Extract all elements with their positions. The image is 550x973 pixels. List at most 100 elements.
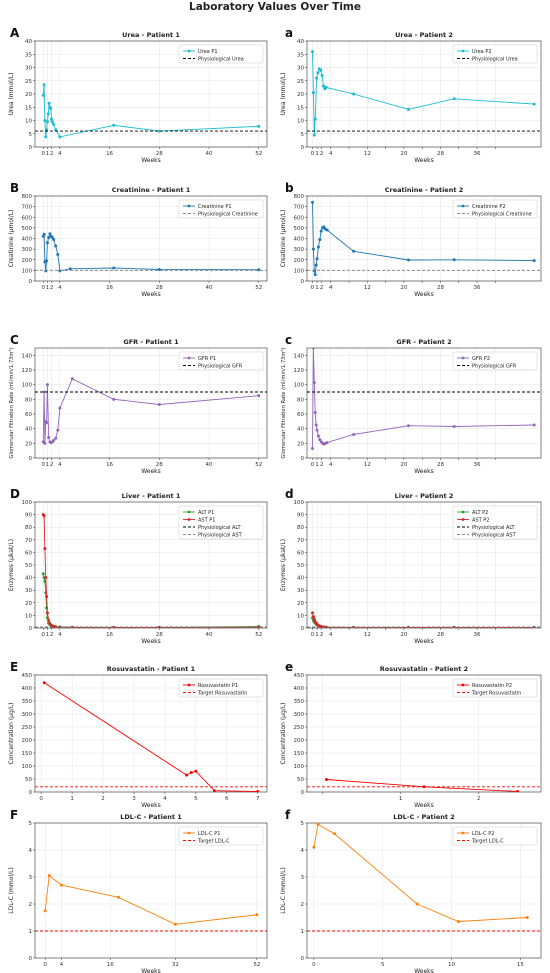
- series-line: [326, 779, 518, 792]
- data-point: [314, 423, 318, 427]
- axis-label-y: Urea (mmol/L): [8, 72, 15, 115]
- axis-label-y: Concentration (µg/L): [280, 702, 287, 764]
- tick-label-y: 300: [22, 247, 33, 253]
- tick-label-y: 2: [29, 902, 33, 908]
- legend-label: GFR P2: [472, 356, 490, 362]
- tick-label-x: 16: [107, 962, 114, 968]
- tick-label-x: 1: [70, 796, 74, 802]
- tick-label-x: 52: [255, 285, 262, 291]
- tick-label-x: 4: [329, 632, 333, 638]
- series-layer: [307, 348, 541, 450]
- data-point: [516, 789, 520, 792]
- tick-label-x: 12: [364, 285, 371, 291]
- data-point: [314, 263, 318, 267]
- data-point: [333, 832, 337, 836]
- data-point: [311, 247, 315, 251]
- legend-box: [452, 44, 538, 64]
- data-point: [212, 789, 216, 792]
- data-point: [352, 433, 356, 437]
- tick-label-y: 60: [297, 550, 304, 556]
- tick-label-x: 12: [364, 632, 371, 638]
- legend-box: [178, 678, 264, 698]
- axis-label-x: Weeks: [414, 468, 434, 475]
- tick-label-y: 250: [294, 725, 305, 731]
- tick-label-y: 50: [25, 777, 32, 783]
- tick-label-y: 80: [25, 397, 32, 403]
- data-point: [43, 547, 47, 551]
- tick-label-x: 1: [46, 462, 50, 468]
- legend-box: [178, 505, 264, 540]
- tick-label-y: 20: [297, 601, 304, 607]
- legend-label: Target LDL-C: [197, 838, 230, 844]
- tick-label-y: 120: [294, 368, 305, 374]
- data-point: [319, 68, 323, 72]
- tick-label-y: 20: [297, 441, 304, 447]
- tick-label-x: 4: [58, 632, 62, 638]
- panel-e: e Rosuvastatin - Patient 2 0 50 100 150 200 250…: [280, 660, 542, 809]
- data-point: [312, 269, 316, 273]
- axis-label-y: Concentration (µg/L): [8, 702, 15, 764]
- tick-label-y: 40: [25, 39, 32, 45]
- data-point: [310, 50, 314, 54]
- data-point: [311, 348, 315, 350]
- data-point: [452, 258, 456, 262]
- data-point: [58, 269, 62, 273]
- axis-label-x: Weeks: [414, 638, 434, 645]
- tick-label-x: 0: [312, 962, 316, 968]
- tick-label-y: 60: [25, 412, 32, 418]
- axis-label-x: Weeks: [414, 291, 434, 298]
- tick-label-x: 7: [256, 796, 260, 802]
- tick-label-y: 30: [25, 66, 32, 72]
- axis-label-y: Enzymes (µkat/L): [8, 539, 15, 591]
- tick-label-x: 0: [311, 151, 315, 157]
- data-point: [70, 377, 74, 381]
- legend-label: Target Rosuvastatin: [471, 690, 521, 696]
- plot-frame: [306, 195, 542, 282]
- legend-label: Physiological AST: [472, 532, 517, 538]
- plot-frame: [34, 40, 268, 148]
- tick-label-y: 5: [301, 132, 305, 138]
- legend-label: GFR P1: [198, 356, 216, 362]
- tick-label-y: 25: [25, 79, 32, 85]
- tick-label-x: 20: [400, 462, 407, 468]
- tick-label-y: 200: [22, 738, 33, 744]
- tick-label-y: 100: [22, 500, 33, 506]
- data-point: [315, 428, 319, 432]
- series-layer: [35, 232, 267, 273]
- plot-frame: [34, 674, 268, 793]
- legend-box: [178, 351, 264, 371]
- panel-letter: D: [10, 487, 20, 501]
- data-point: [48, 232, 52, 236]
- legend-label: Physiological Urea: [198, 56, 244, 62]
- series-line: [44, 682, 258, 792]
- data-point: [45, 241, 49, 245]
- tick-label-x: 36: [474, 632, 481, 638]
- series-layer: [35, 513, 267, 628]
- plot-frame: [34, 501, 268, 629]
- data-point: [50, 120, 54, 124]
- tick-label-x: 2: [50, 462, 54, 468]
- legend-box: [452, 678, 538, 698]
- data-point: [532, 259, 536, 263]
- tick-label-x: 5: [194, 796, 198, 802]
- series-line: [42, 573, 259, 628]
- data-point: [43, 909, 47, 913]
- tick-label-y: 1: [29, 929, 33, 935]
- data-point: [43, 441, 47, 445]
- tick-label-x: 28: [156, 151, 163, 157]
- panel-letter: A: [10, 26, 20, 40]
- data-point: [321, 84, 325, 88]
- subplot-title: LDL-C - Patient 1: [120, 813, 182, 821]
- data-point: [43, 119, 47, 122]
- tick-label-y: 300: [294, 247, 305, 253]
- tick-label-x: 1: [315, 285, 319, 291]
- tick-label-x: 4: [329, 285, 333, 291]
- legend-marker: [461, 831, 465, 835]
- legend-label: Target LDL-C: [471, 838, 504, 844]
- subplot-title: GFR - Patient 2: [396, 338, 451, 346]
- tick-label-x: 4: [58, 462, 62, 468]
